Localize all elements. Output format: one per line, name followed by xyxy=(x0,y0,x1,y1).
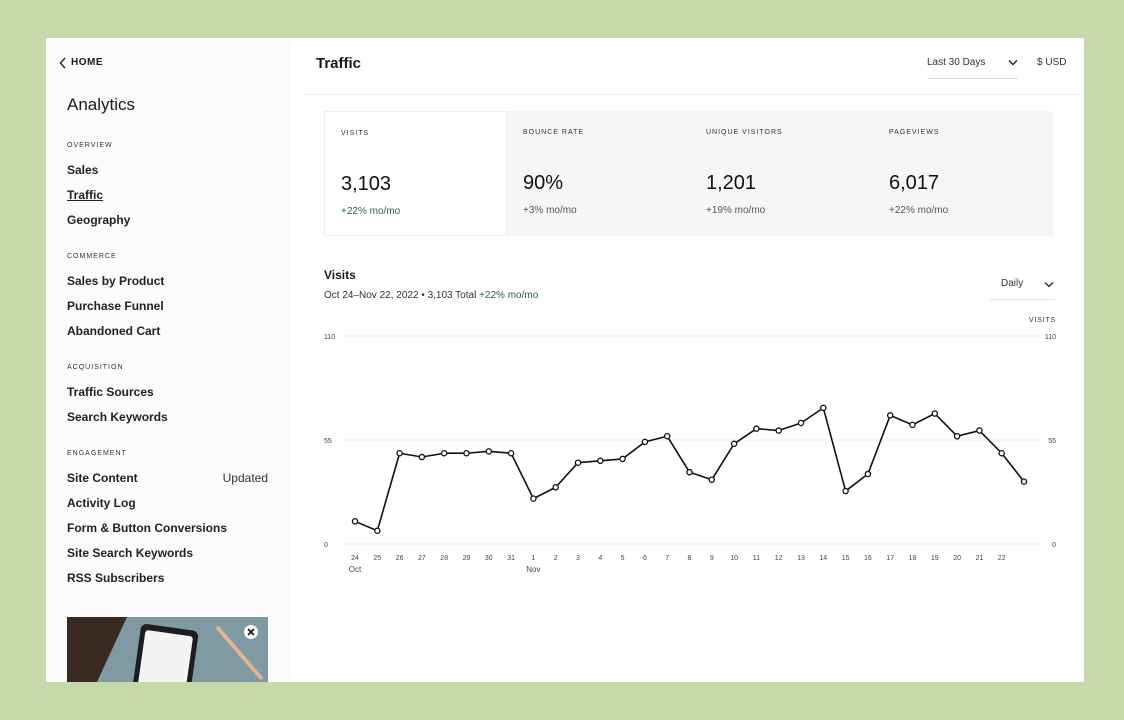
section-heading: COMMERCE xyxy=(67,253,117,260)
nav-item[interactable]: Activity Log xyxy=(67,496,136,510)
nav-item[interactable]: Site Content xyxy=(67,471,138,485)
interval-select[interactable]: Daily xyxy=(1001,278,1024,289)
nav-item[interactable]: Search Keywords xyxy=(67,410,168,424)
stat-change: +22% mo/mo xyxy=(889,205,949,216)
nav-item[interactable]: Sales xyxy=(67,163,99,177)
sidebar: HOME Analytics OVERVIEW Sales Traffic Geogr… xyxy=(46,38,290,682)
chart-subtitle: Oct 24–Nov 22, 2022 • 3,103 Total +22% m… xyxy=(324,290,538,301)
stat-label: VISITS xyxy=(341,130,370,137)
nav-item[interactable]: RSS Subscribers xyxy=(67,571,165,585)
nav-item[interactable]: Sales by Product xyxy=(67,274,165,288)
stat-card[interactable]: UNIQUE VISITORS 1,201 +19% mo/mo xyxy=(690,111,873,236)
stat-card[interactable]: BOUNCE RATE 90% +3% mo/mo xyxy=(507,111,690,236)
stat-value: 90% xyxy=(523,172,564,194)
stat-change: +3% mo/mo xyxy=(523,205,577,216)
range-chevron[interactable] xyxy=(1008,59,1018,67)
chart-subtitle-text: Oct 24–Nov 22, 2022 • 3,103 Total xyxy=(324,290,477,301)
stat-label: UNIQUE VISITORS xyxy=(706,129,783,136)
nav-item[interactable]: Abandoned Cart xyxy=(67,324,161,338)
stat-card[interactable]: PAGEVIEWS 6,017 +22% mo/mo xyxy=(873,111,1056,236)
section-heading: ACQUISITION xyxy=(67,364,124,371)
updated-badge: Updated xyxy=(222,471,268,485)
nav-item[interactable]: Site Search Keywords xyxy=(67,546,194,560)
interval-underline xyxy=(990,299,1055,300)
chart-subtitle-change: +22% mo/mo xyxy=(479,290,539,301)
nav-item[interactable]: Purchase Funnel xyxy=(67,299,164,313)
interval-chevron[interactable] xyxy=(1044,281,1054,289)
stat-change: +19% mo/mo xyxy=(706,205,766,216)
stat-card[interactable]: VISITS 3,103 +22% mo/mo xyxy=(324,111,507,236)
stat-change: +22% mo/mo xyxy=(341,206,401,217)
currency[interactable]: $ USD xyxy=(1037,57,1067,68)
back-link[interactable]: HOME xyxy=(71,57,103,68)
header-divider xyxy=(305,94,1080,95)
nav-item[interactable]: Geography xyxy=(67,213,131,227)
nav-item[interactable]: Traffic xyxy=(67,188,104,202)
nav-item[interactable]: Traffic Sources xyxy=(67,385,154,399)
stat-value: 6,017 xyxy=(889,172,940,194)
stat-label: PAGEVIEWS xyxy=(889,129,940,136)
stats-row: VISITS 3,103 +22% mo/mo BOUNCE RATE 90% +3% m… xyxy=(324,111,1054,236)
section-heading: OVERVIEW xyxy=(67,142,113,149)
stat-value: 1,201 xyxy=(706,172,757,194)
section-heading: ENGAGEMENT xyxy=(67,450,127,457)
promo-image xyxy=(67,617,268,682)
page-title: Traffic xyxy=(316,55,362,72)
stat-label: BOUNCE RATE xyxy=(523,129,585,136)
stat-value: 3,103 xyxy=(341,173,392,195)
range-select[interactable]: Last 30 Days xyxy=(927,57,986,68)
app-window: HOME Analytics OVERVIEW Sales Traffic Geogr… xyxy=(46,38,1084,682)
sidebar-title: Analytics xyxy=(67,95,136,114)
nav-item[interactable]: Form & Button Conversions xyxy=(67,521,228,535)
back-icon[interactable] xyxy=(59,57,67,69)
chart-title: Visits xyxy=(324,268,356,282)
range-underline xyxy=(928,78,1018,79)
